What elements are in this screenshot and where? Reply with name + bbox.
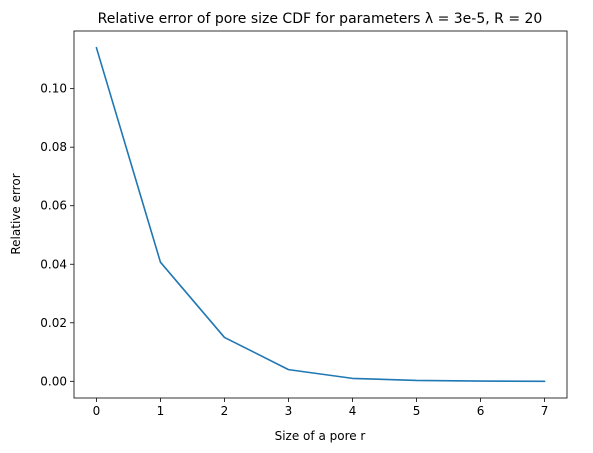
y-tick-label: 0.00 <box>40 374 67 388</box>
y-tick-label: 0.02 <box>40 316 67 330</box>
x-tick-label: 4 <box>349 404 357 418</box>
x-tick-label: 7 <box>541 404 549 418</box>
x-tick-label: 5 <box>413 404 421 418</box>
y-tick-label: 0.10 <box>40 82 67 96</box>
chart-title: Relative error of pore size CDF for para… <box>98 11 543 27</box>
y-axis-label: Relative error <box>9 173 23 254</box>
x-tick-label: 1 <box>157 404 165 418</box>
ticks-group: 0 1 2 3 4 5 6 7 0.00 0.02 0.04 0.06 0.08 0.10 <box>40 82 548 418</box>
x-tick-label: 6 <box>477 404 485 418</box>
x-tick-label: 0 <box>93 404 101 418</box>
x-tick-label: 2 <box>221 404 229 418</box>
x-axis-label: Size of a pore r <box>275 429 366 443</box>
y-tick-label: 0.04 <box>40 257 67 271</box>
plot-area: 0 1 2 3 4 5 6 7 0.00 0.02 0.04 0.06 0.08 0.10 <box>40 31 567 418</box>
x-tick-label: 3 <box>285 404 293 418</box>
y-tick-label: 0.06 <box>40 199 67 213</box>
axes-frame <box>74 31 567 398</box>
series-group <box>96 48 544 382</box>
y-tick-label: 0.08 <box>40 140 67 154</box>
series-line-0 <box>96 48 544 382</box>
